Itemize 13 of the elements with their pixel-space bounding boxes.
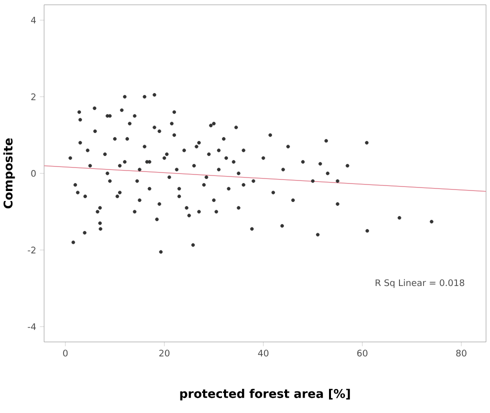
y-tick-label: -2 <box>28 246 36 254</box>
y-tick-label: 0 <box>31 170 36 177</box>
x-tick-label: 20 <box>159 350 170 357</box>
x-axis-title: protected forest area [%] <box>180 388 350 400</box>
x-tick-label: 40 <box>258 350 268 357</box>
annotation: R Sq Linear = 0.018 <box>376 279 464 288</box>
x-tick-label: 0 <box>63 350 68 357</box>
x-tick-label: 80 <box>456 350 466 357</box>
y-tick-label: 2 <box>31 94 36 100</box>
y-tick-label: 4 <box>31 16 36 24</box>
y-tick-label: -4 <box>28 323 36 330</box>
y-axis-title: Composite <box>3 138 15 208</box>
x-tick-label: 60 <box>357 350 368 357</box>
